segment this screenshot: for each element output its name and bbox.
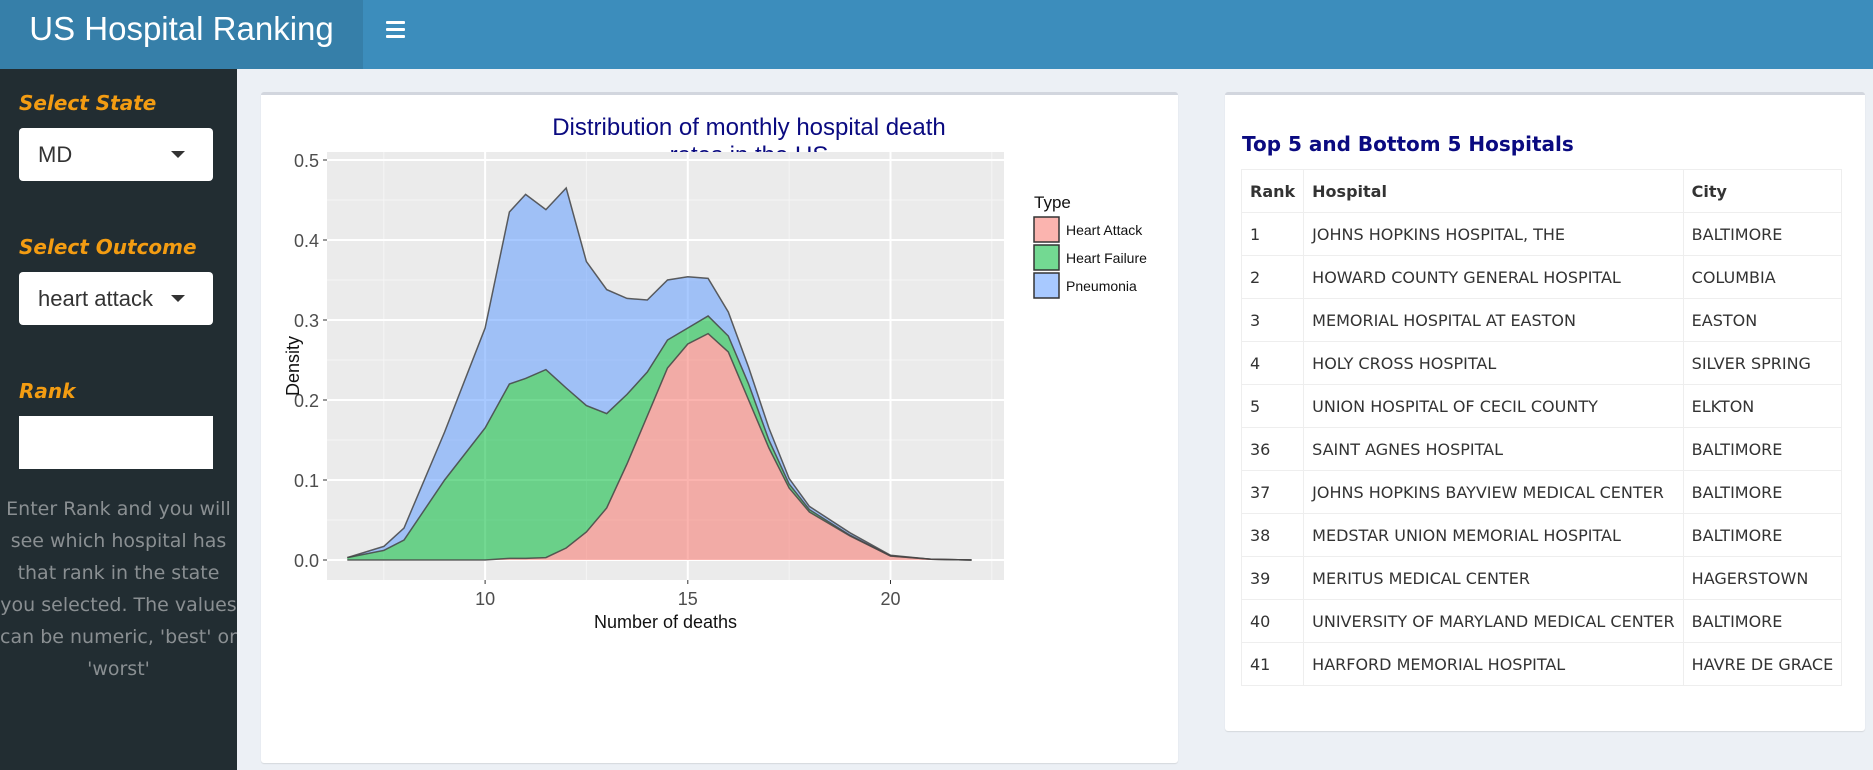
caret-down-icon <box>171 295 185 302</box>
cell-rank: 41 <box>1240 642 1305 686</box>
cell-city: COLUMBIA <box>1682 255 1843 299</box>
cell-hospital: MEDSTAR UNION MEMORIAL HOSPITAL <box>1303 513 1684 557</box>
cell-rank: 5 <box>1240 384 1305 428</box>
area-heart-failure <box>347 316 972 560</box>
axes: 0.0 0.1 0.2 0.3 0.4 0.5 10 15 20 <box>294 151 901 609</box>
cell-city: BALTIMORE <box>1682 427 1843 471</box>
legend-swatch-heart-failure <box>1033 244 1060 271</box>
x-tick-label: 15 <box>678 589 698 609</box>
plot-box: Distribution of monthly hospital death r… <box>261 92 1178 763</box>
area-heart-attack <box>347 333 972 560</box>
x-tick-label: 20 <box>880 589 900 609</box>
cell-rank: 37 <box>1240 470 1305 514</box>
legend-label-pneumonia: Pneumonia <box>1066 278 1137 294</box>
table-row: 2 HOWARD COUNTY GENERAL HOSPITAL COLUMBIA <box>1240 255 1843 299</box>
cell-hospital: JOHNS HOPKINS BAYVIEW MEDICAL CENTER <box>1303 470 1684 514</box>
outcome-select-value: heart attack <box>38 286 153 311</box>
caret-down-icon <box>171 151 185 158</box>
cell-hospital: MERITUS MEDICAL CENTER <box>1303 556 1684 600</box>
legend-label-heart-attack: Heart Attack <box>1066 222 1143 238</box>
app-title[interactable]: US Hospital Ranking <box>0 0 363 69</box>
cell-city: BALTIMORE <box>1682 599 1843 643</box>
table-row: 41 HARFORD MEMORIAL HOSPITAL HAVRE DE GRAC… <box>1240 642 1843 686</box>
cell-city: EASTON <box>1682 298 1843 342</box>
column-header-city: City <box>1682 169 1843 213</box>
cell-hospital: HOLY CROSS HOSPITAL <box>1303 341 1684 385</box>
x-axis-label: Number of deaths <box>594 612 737 632</box>
table-row: 36 SAINT AGNES HOSPITAL BALTIMORE <box>1240 427 1843 471</box>
legend-label-heart-failure: Heart Failure <box>1066 250 1147 266</box>
cell-rank: 4 <box>1240 341 1305 385</box>
hospital-rank-table: Rank Hospital City 1 JOHNS HOPKINS HOSPIT… <box>1240 169 1843 686</box>
table-title: Top 5 and Bottom 5 Hospitals <box>1242 132 1574 156</box>
cell-rank: 36 <box>1240 427 1305 471</box>
y-tick-label: 0.4 <box>294 231 319 251</box>
table-row: 39 MERITUS MEDICAL CENTER HAGERSTOWN <box>1240 556 1843 600</box>
density-areas <box>347 186 972 561</box>
legend-title: Type <box>1034 193 1071 212</box>
cell-city: HAVRE DE GRACE <box>1682 642 1843 686</box>
y-tick-label: 0.0 <box>294 551 319 571</box>
state-label: Select State <box>19 91 157 115</box>
cell-rank: 38 <box>1240 513 1305 557</box>
cell-hospital: HARFORD MEMORIAL HOSPITAL <box>1303 642 1684 686</box>
column-header-rank: Rank <box>1240 169 1305 213</box>
legend-swatch-heart-attack <box>1033 216 1060 243</box>
table-row: 1 JOHNS HOPKINS HOSPITAL, THE BALTIMORE <box>1240 212 1843 256</box>
cell-rank: 2 <box>1240 255 1305 299</box>
y-tick-label: 0.3 <box>294 311 319 331</box>
table-header-row: Rank Hospital City <box>1240 169 1843 213</box>
cell-hospital: UNIVERSITY OF MARYLAND MEDICAL CENTER <box>1303 599 1684 643</box>
x-tick-label: 10 <box>475 589 495 609</box>
outcome-label: Select Outcome <box>19 235 197 259</box>
column-header-hospital: Hospital <box>1303 169 1684 213</box>
state-select[interactable]: MD <box>19 128 213 181</box>
outline-heart-failure <box>347 315 972 561</box>
state-select-value: MD <box>38 142 73 167</box>
y-axis-label: Density <box>283 336 303 396</box>
y-tick-label: 0.1 <box>294 471 319 491</box>
cell-rank: 39 <box>1240 556 1305 600</box>
cell-hospital: JOHNS HOPKINS HOSPITAL, THE <box>1303 212 1684 256</box>
cell-city: BALTIMORE <box>1682 513 1843 557</box>
table-row: 40 UNIVERSITY OF MARYLAND MEDICAL CENTER B… <box>1240 599 1843 643</box>
rank-label: Rank <box>19 379 76 403</box>
sidebar-toggle-button[interactable] <box>380 14 414 44</box>
main-header: US Hospital Ranking <box>0 0 1873 69</box>
cell-city: BALTIMORE <box>1682 470 1843 514</box>
cell-city: HAGERSTOWN <box>1682 556 1843 600</box>
table-body: 1 JOHNS HOPKINS HOSPITAL, THE BALTIMORE 2 HO… <box>1240 212 1843 686</box>
area-pneumonia <box>347 188 972 560</box>
y-tick-label: 0.2 <box>294 391 319 411</box>
outline-pneumonia <box>347 186 972 561</box>
table-row: 37 JOHNS HOPKINS BAYVIEW MEDICAL CENTER BA… <box>1240 470 1843 514</box>
rank-input[interactable] <box>19 416 213 469</box>
legend-swatch-pneumonia <box>1033 272 1060 299</box>
cell-hospital: UNION HOSPITAL OF CECIL COUNTY <box>1303 384 1684 428</box>
table-row: 38 MEDSTAR UNION MEMORIAL HOSPITAL BALTIMO… <box>1240 513 1843 557</box>
cell-rank: 1 <box>1240 212 1305 256</box>
rank-help-text: Enter Rank and you will see which hospit… <box>0 498 237 680</box>
legend: Type Heart Attack Heart Failure Pneumonia <box>1028 185 1178 309</box>
outcome-select[interactable]: heart attack <box>19 272 213 325</box>
cell-city: SILVER SPRING <box>1682 341 1843 385</box>
table-row: 5 UNION HOSPITAL OF CECIL COUNTY ELKTON <box>1240 384 1843 428</box>
cell-rank: 40 <box>1240 599 1305 643</box>
cell-rank: 3 <box>1240 298 1305 342</box>
density-chart: Distribution of monthly hospital death r… <box>283 114 1178 632</box>
sidebar: Select State MD Select Outcome heart att… <box>0 69 237 770</box>
table-row: 4 HOLY CROSS HOSPITAL SILVER SPRING <box>1240 341 1843 385</box>
cell-city: ELKTON <box>1682 384 1843 428</box>
y-tick-label: 0.5 <box>294 151 319 171</box>
cell-hospital: MEMORIAL HOSPITAL AT EASTON <box>1303 298 1684 342</box>
table-row: 3 MEMORIAL HOSPITAL AT EASTON EASTON <box>1240 298 1843 342</box>
outline-heart-attack <box>347 332 972 561</box>
cell-hospital: HOWARD COUNTY GENERAL HOSPITAL <box>1303 255 1684 299</box>
chart-title-line-1: Distribution of monthly hospital death <box>552 114 946 141</box>
cell-hospital: SAINT AGNES HOSPITAL <box>1303 427 1684 471</box>
table-box: Top 5 and Bottom 5 Hospitals Rank Hospit… <box>1225 92 1865 731</box>
cell-city: BALTIMORE <box>1682 212 1843 256</box>
